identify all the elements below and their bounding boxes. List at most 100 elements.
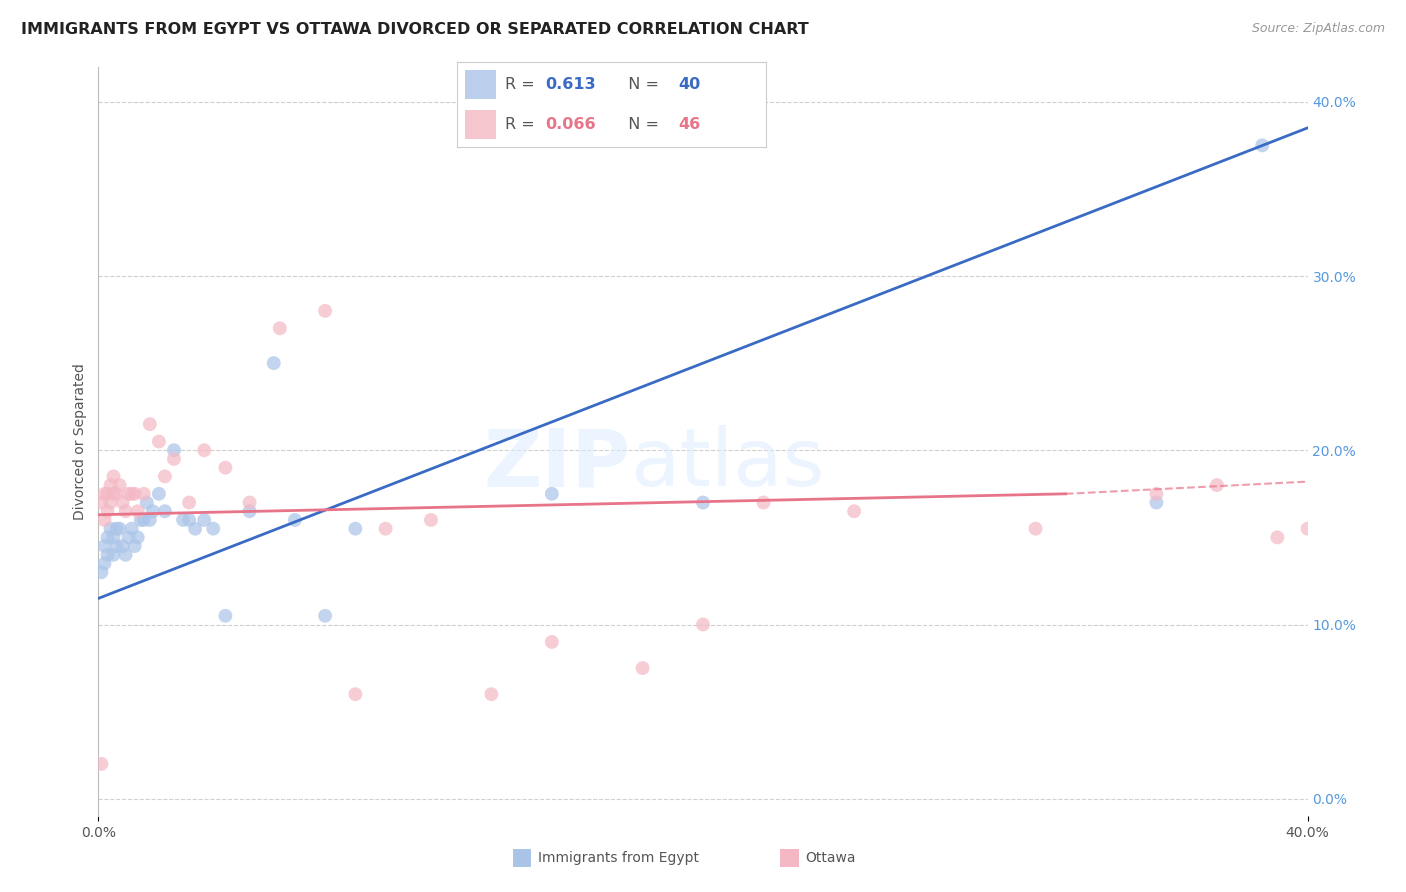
- Point: [540, 635, 562, 649]
- Point: [1327, 687, 1350, 701]
- Point: [692, 495, 714, 509]
- Point: [184, 522, 207, 536]
- Point: [118, 530, 141, 544]
- Point: [139, 513, 162, 527]
- Point: [100, 478, 122, 492]
- Point: [129, 513, 152, 527]
- Point: [269, 321, 291, 335]
- Text: N =: N =: [617, 77, 664, 92]
- Point: [111, 539, 134, 553]
- Point: [1144, 487, 1167, 501]
- Point: [96, 548, 118, 562]
- Point: [239, 495, 262, 509]
- Point: [108, 522, 131, 536]
- Point: [114, 504, 136, 518]
- Point: [1267, 530, 1289, 544]
- Point: [263, 356, 285, 370]
- Point: [172, 513, 194, 527]
- Point: [105, 539, 128, 553]
- Text: 0.613: 0.613: [546, 77, 596, 92]
- Point: [163, 443, 186, 458]
- Bar: [464, 110, 496, 139]
- Point: [344, 522, 367, 536]
- Point: [314, 303, 336, 318]
- Point: [103, 469, 125, 483]
- Point: [103, 487, 125, 501]
- Point: [844, 504, 866, 518]
- Point: [121, 487, 143, 501]
- Point: [105, 522, 128, 536]
- Point: [202, 522, 225, 536]
- Point: [1144, 495, 1167, 509]
- Point: [148, 487, 170, 501]
- Text: 0.066: 0.066: [546, 117, 596, 132]
- Point: [132, 513, 155, 527]
- Point: [239, 504, 262, 518]
- Point: [103, 530, 125, 544]
- Text: Immigrants from Egypt: Immigrants from Egypt: [538, 851, 700, 865]
- Text: Source: ZipAtlas.com: Source: ZipAtlas.com: [1251, 22, 1385, 36]
- Point: [1357, 661, 1379, 675]
- Point: [108, 478, 131, 492]
- Point: [124, 539, 146, 553]
- Point: [93, 487, 115, 501]
- Point: [1251, 138, 1274, 153]
- Text: IMMIGRANTS FROM EGYPT VS OTTAWA DIVORCED OR SEPARATED CORRELATION CHART: IMMIGRANTS FROM EGYPT VS OTTAWA DIVORCED…: [21, 22, 808, 37]
- Point: [374, 522, 396, 536]
- Point: [179, 495, 201, 509]
- Point: [93, 539, 115, 553]
- Point: [153, 504, 176, 518]
- Point: [1024, 522, 1046, 536]
- Point: [100, 495, 122, 509]
- Point: [96, 530, 118, 544]
- Point: [314, 608, 336, 623]
- Text: R =: R =: [505, 77, 540, 92]
- Point: [93, 513, 115, 527]
- Text: ZIP: ZIP: [484, 425, 630, 503]
- Point: [214, 608, 236, 623]
- Text: 40: 40: [678, 77, 700, 92]
- Point: [103, 548, 125, 562]
- Point: [153, 469, 176, 483]
- Point: [135, 495, 157, 509]
- Point: [481, 687, 503, 701]
- Point: [752, 495, 775, 509]
- Point: [114, 548, 136, 562]
- Point: [540, 487, 562, 501]
- Point: [105, 487, 128, 501]
- Point: [139, 417, 162, 431]
- Point: [193, 513, 215, 527]
- Point: [100, 522, 122, 536]
- Point: [90, 756, 112, 771]
- Point: [111, 495, 134, 509]
- Point: [1296, 522, 1319, 536]
- Point: [631, 661, 654, 675]
- Point: [420, 513, 443, 527]
- Text: R =: R =: [505, 117, 540, 132]
- Point: [127, 504, 149, 518]
- Point: [692, 617, 714, 632]
- Point: [284, 513, 307, 527]
- Point: [148, 434, 170, 449]
- Bar: [464, 70, 496, 99]
- Point: [1386, 504, 1406, 518]
- Point: [90, 566, 112, 580]
- Text: atlas: atlas: [630, 425, 825, 503]
- Point: [93, 557, 115, 571]
- Point: [344, 687, 367, 701]
- Point: [214, 460, 236, 475]
- Point: [124, 487, 146, 501]
- Text: 46: 46: [678, 117, 700, 132]
- Point: [163, 452, 186, 467]
- Text: Ottawa: Ottawa: [806, 851, 856, 865]
- Point: [142, 504, 165, 518]
- Point: [96, 487, 118, 501]
- Point: [118, 487, 141, 501]
- Point: [1206, 478, 1229, 492]
- Point: [96, 504, 118, 518]
- Point: [193, 443, 215, 458]
- Point: [127, 530, 149, 544]
- Y-axis label: Divorced or Separated: Divorced or Separated: [73, 363, 87, 520]
- Point: [121, 522, 143, 536]
- Text: N =: N =: [617, 117, 664, 132]
